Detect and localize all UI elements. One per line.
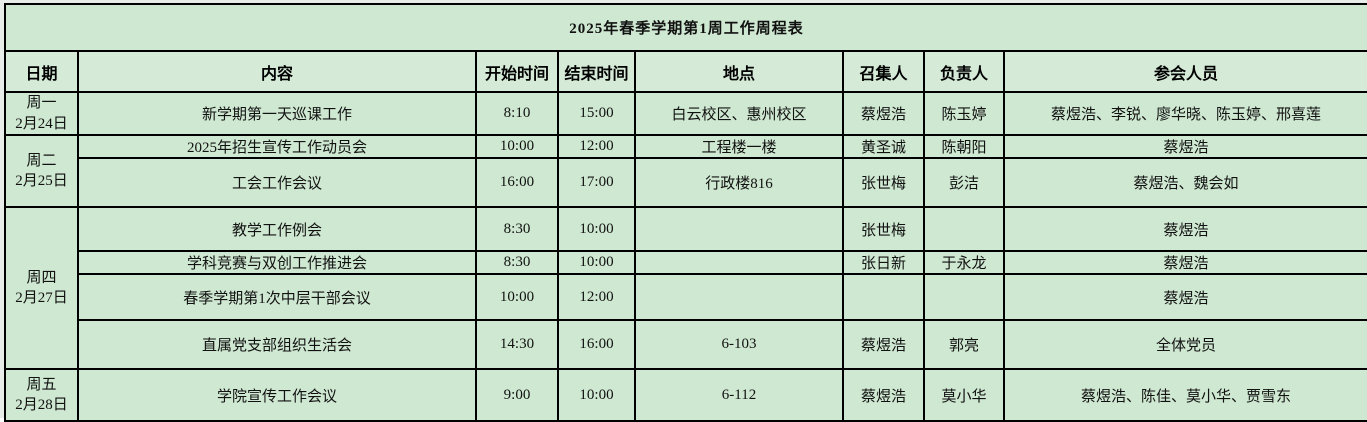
- start-time-cell[interactable]: 9:00: [475, 368, 559, 422]
- content-cell[interactable]: 直属党支部组织生活会: [77, 319, 477, 370]
- table-row: 学科竞赛与双创工作推进会 8:30 10:00 张日新 于永龙 蔡煜浩: [5, 250, 1367, 275]
- content-cell[interactable]: 春季学期第1次中层干部会议: [77, 273, 477, 321]
- weekday-text: 周四: [26, 269, 57, 286]
- col-header-responsible[interactable]: 负责人: [923, 50, 1005, 93]
- participants-cell[interactable]: 蔡煜浩、陈佳、莫小华、贾雪东: [1002, 368, 1367, 422]
- content-cell[interactable]: 工会工作会议: [77, 157, 477, 208]
- col-header-convener[interactable]: 召集人: [842, 50, 925, 93]
- location-cell[interactable]: 6-103: [634, 319, 844, 370]
- content-cell[interactable]: 学科竞赛与双创工作推进会: [77, 250, 477, 275]
- content-cell[interactable]: 新学期第一天巡课工作: [77, 91, 477, 136]
- table-row: 春季学期第1次中层干部会议 10:00 12:00 蔡煜浩: [5, 273, 1367, 321]
- participants-cell[interactable]: 蔡煜浩: [1002, 134, 1367, 159]
- date-text: 2月28日: [15, 397, 68, 413]
- col-header-location[interactable]: 地点: [634, 50, 844, 93]
- col-header-end-time[interactable]: 结束时间: [557, 50, 636, 93]
- start-time-cell[interactable]: 14:30: [475, 319, 559, 370]
- convener-cell[interactable]: 张世梅: [842, 206, 925, 252]
- date-cell-monday[interactable]: 周一 2月24日: [4, 91, 79, 136]
- convener-cell[interactable]: 黄圣诚: [842, 134, 925, 159]
- end-time-cell[interactable]: 12:00: [557, 273, 636, 321]
- participants-cell[interactable]: 蔡煜浩、魏会如: [1002, 157, 1367, 208]
- convener-cell[interactable]: 蔡煜浩: [842, 91, 925, 136]
- start-time-cell[interactable]: 16:00: [475, 157, 559, 208]
- weekday-text: 周二: [26, 152, 57, 169]
- weekday-text: 周五: [26, 376, 57, 393]
- location-cell[interactable]: [634, 273, 844, 321]
- date-cell-tuesday[interactable]: 周二 2月25日: [4, 134, 79, 208]
- content-cell[interactable]: 教学工作例会: [77, 206, 477, 252]
- participants-cell[interactable]: 蔡煜浩: [1002, 250, 1367, 275]
- participants-cell[interactable]: 全体党员: [1002, 319, 1367, 370]
- start-time-cell[interactable]: 10:00: [475, 134, 559, 159]
- responsible-cell[interactable]: 陈玉婷: [923, 91, 1005, 136]
- table-title[interactable]: 2025年春季学期第1周工作周程表: [3, 3, 1367, 52]
- date-cell-thursday[interactable]: 周四 2月27日: [4, 206, 79, 370]
- weekday-text: 周一: [26, 95, 57, 112]
- end-time-cell[interactable]: 10:00: [557, 206, 636, 252]
- table-row: 周一 2月24日 新学期第一天巡课工作 8:10 15:00 白云校区、惠州校区…: [4, 91, 1367, 136]
- table-row: 周五 2月28日 学院宣传工作会议 9:00 10:00 6-112 蔡煜浩 莫…: [4, 368, 1367, 422]
- participants-cell[interactable]: 蔡煜浩: [1002, 206, 1367, 252]
- responsible-cell[interactable]: 郭亮: [923, 319, 1005, 370]
- convener-cell[interactable]: 蔡煜浩: [842, 368, 925, 422]
- end-time-cell[interactable]: 10:00: [557, 368, 636, 422]
- convener-cell[interactable]: 蔡煜浩: [842, 319, 925, 370]
- convener-cell[interactable]: [842, 273, 925, 321]
- content-cell[interactable]: 学院宣传工作会议: [77, 368, 477, 422]
- responsible-cell[interactable]: [923, 273, 1005, 321]
- end-time-cell[interactable]: 17:00: [557, 157, 636, 208]
- location-cell[interactable]: 行政楼816: [634, 157, 844, 208]
- date-text: 2月24日: [15, 115, 68, 132]
- col-header-content[interactable]: 内容: [77, 50, 477, 93]
- responsible-cell[interactable]: 彭洁: [923, 157, 1005, 208]
- date-text: 2月25日: [15, 173, 68, 189]
- end-time-cell[interactable]: 16:00: [557, 319, 636, 370]
- title-row: 2025年春季学期第1周工作周程表: [3, 3, 1367, 52]
- start-time-cell[interactable]: 8:30: [475, 250, 559, 275]
- start-time-cell[interactable]: 8:10: [475, 91, 559, 136]
- start-time-cell[interactable]: 10:00: [475, 273, 559, 321]
- table-row: 直属党支部组织生活会 14:30 16:00 6-103 蔡煜浩 郭亮 全体党员: [5, 319, 1367, 370]
- responsible-cell[interactable]: 陈朝阳: [923, 134, 1005, 159]
- col-header-date[interactable]: 日期: [4, 50, 79, 93]
- end-time-cell[interactable]: 12:00: [557, 134, 636, 159]
- header-row: 日期 内容 开始时间 结束时间 地点 召集人 负责人 参会人员: [4, 50, 1367, 93]
- end-time-cell[interactable]: 10:00: [557, 250, 636, 275]
- location-cell[interactable]: 工程楼一楼: [634, 134, 844, 159]
- responsible-cell[interactable]: 莫小华: [923, 368, 1005, 422]
- responsible-cell[interactable]: [923, 206, 1005, 252]
- participants-cell[interactable]: 蔡煜浩、李锐、廖华晓、陈玉婷、邢喜莲: [1002, 91, 1367, 136]
- date-cell-friday[interactable]: 周五 2月28日: [4, 368, 79, 422]
- participants-cell[interactable]: 蔡煜浩: [1002, 273, 1367, 321]
- location-cell[interactable]: 白云校区、惠州校区: [634, 91, 844, 136]
- schedule-table: 2025年春季学期第1周工作周程表 日期 内容 开始时间 结束时间 地点 召集人…: [3, 3, 1367, 422]
- location-cell[interactable]: [634, 250, 844, 275]
- location-cell[interactable]: [634, 206, 844, 252]
- location-cell[interactable]: 6-112: [634, 368, 844, 422]
- table-row: 周四 2月27日 教学工作例会 8:30 10:00 张世梅 蔡煜浩: [4, 206, 1367, 370]
- end-time-cell[interactable]: 15:00: [557, 91, 636, 136]
- col-header-start-time[interactable]: 开始时间: [475, 50, 559, 93]
- table-row: 工会工作会议 16:00 17:00 行政楼816 张世梅 彭洁 蔡煜浩、魏会如: [5, 157, 1367, 208]
- date-text: 2月27日: [15, 290, 68, 306]
- convener-cell[interactable]: 张日新: [842, 250, 925, 275]
- convener-cell[interactable]: 张世梅: [842, 157, 925, 208]
- table-row: 周二 2月25日 2025年招生宣传工作动员会 10:00 12:00 工程楼一…: [4, 134, 1367, 208]
- start-time-cell[interactable]: 8:30: [475, 206, 559, 252]
- col-header-participants[interactable]: 参会人员: [1002, 50, 1367, 93]
- responsible-cell[interactable]: 于永龙: [923, 250, 1005, 275]
- content-cell[interactable]: 2025年招生宣传工作动员会: [77, 134, 477, 159]
